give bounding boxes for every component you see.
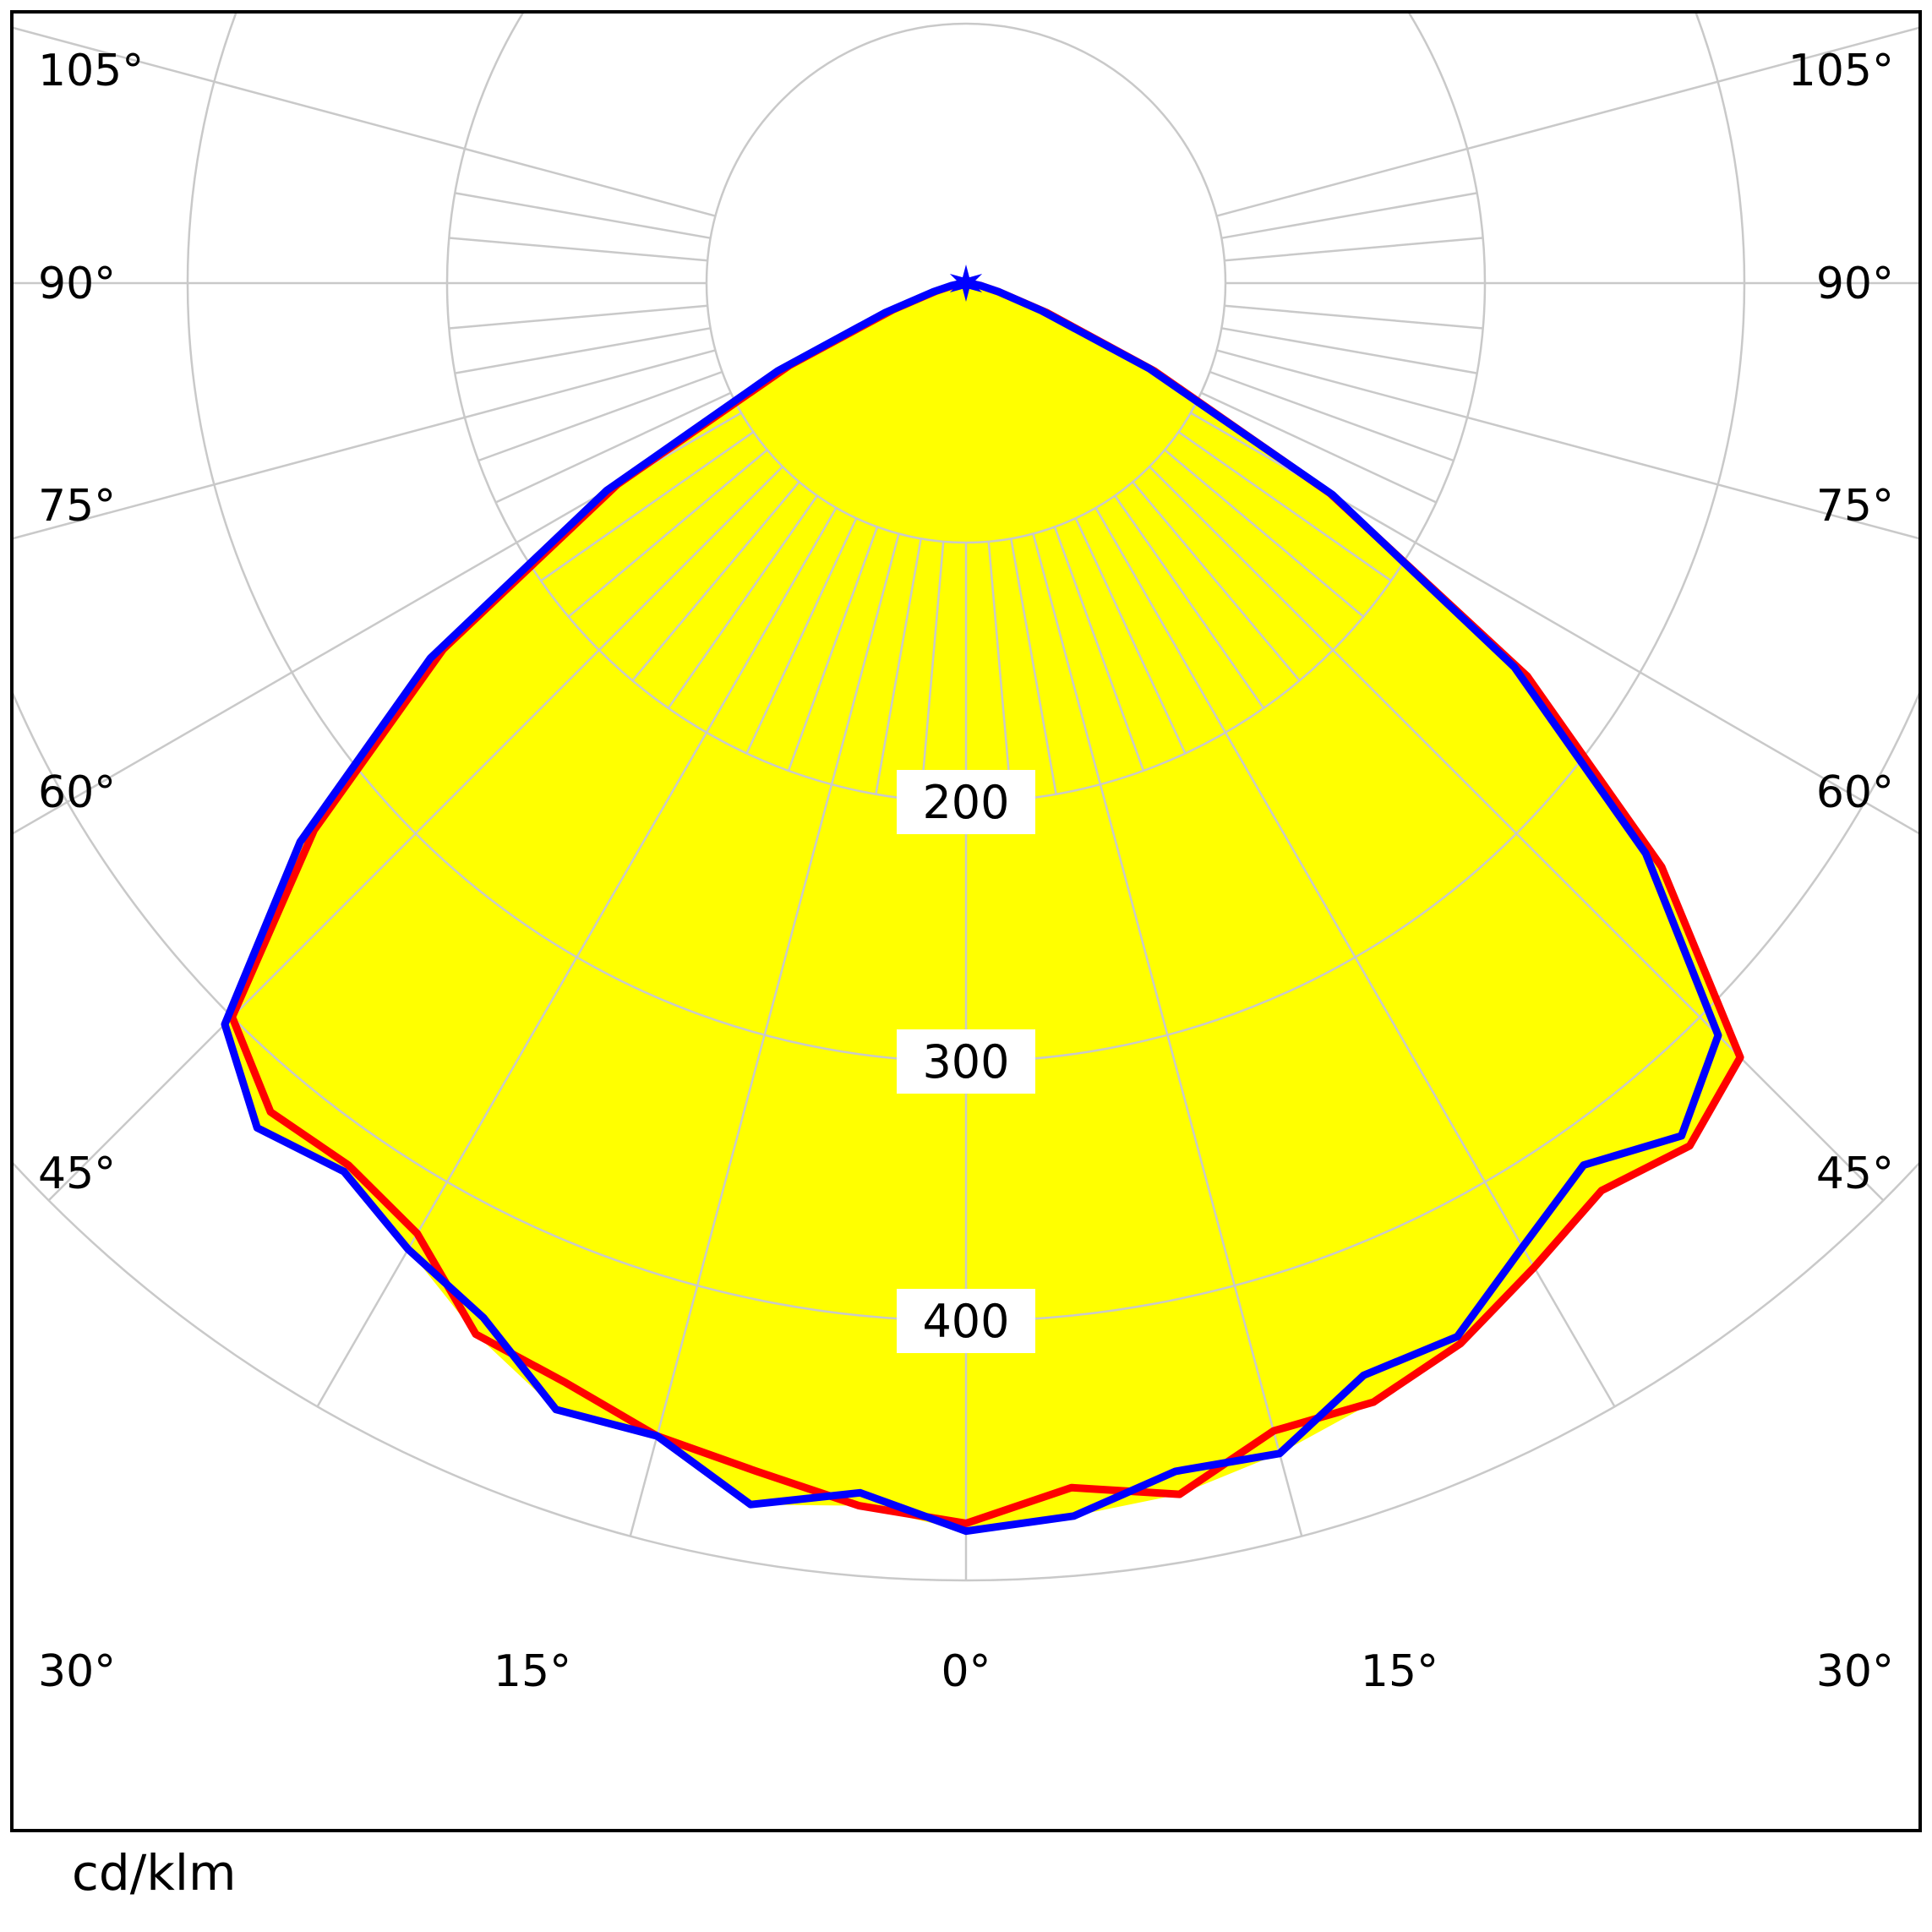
grid-spoke-minor: [455, 327, 711, 374]
grid-spoke-minor: [1221, 327, 1477, 374]
grid-spoke-minor: [920, 541, 945, 800]
grid-spoke-major: [1032, 533, 1303, 1537]
units-label: cd/klm: [72, 1844, 237, 1902]
grid-spoke-major: [316, 507, 838, 1407]
grid-spoke-minor: [455, 192, 711, 239]
grid-spoke-major: [14, 349, 716, 540]
grid-spoke-minor: [1132, 481, 1301, 682]
angle-tick-label: 15°: [494, 1646, 571, 1697]
grid-spoke-minor: [667, 494, 818, 709]
angle-tick-label: 60°: [38, 767, 116, 818]
angle-tick-label: 75°: [38, 481, 116, 532]
angle-tick-label: 30°: [38, 1646, 116, 1697]
grid-spoke-minor: [1221, 192, 1477, 239]
radial-label-halo: [897, 1029, 1035, 1094]
grid-spoke-minor: [1177, 431, 1392, 582]
grid-spoke-minor: [478, 370, 723, 462]
angle-tick-label: 105°: [1788, 46, 1894, 96]
radial-tick-label: 400: [922, 1295, 1009, 1348]
angle-tick-label: 45°: [1816, 1149, 1894, 1199]
grid-spoke-minor: [1224, 237, 1483, 262]
angle-tick-label: 90°: [1816, 259, 1894, 309]
grid-spoke-minor: [875, 538, 922, 794]
grid-spoke-minor: [631, 481, 800, 682]
grid-spoke-minor: [1224, 304, 1483, 330]
curve-c90-c270: [221, 279, 1722, 1536]
radial-label-halo: [897, 1289, 1035, 1353]
angle-tick-label: 30°: [1816, 1646, 1894, 1697]
grid-spoke-minor: [449, 237, 708, 262]
beam-fill: [225, 283, 1741, 1531]
grid-spoke-minor: [1200, 391, 1438, 504]
angle-tick-label: 90°: [38, 259, 116, 309]
grid-spoke-minor: [1209, 370, 1454, 462]
radial-tick-label: 200: [922, 776, 1009, 829]
pole-star-marker: [949, 265, 983, 302]
grid-spoke-minor: [1010, 538, 1057, 794]
grid-spoke-minor: [567, 449, 768, 618]
radial-tick-labels: 200 300 400: [897, 770, 1035, 1353]
angle-tick-labels: 105° 90° 75° 60° 45° 30° 15° 0° 15° 30° 45° 60° 75° 9…: [38, 46, 1894, 1697]
angle-tick-label: 75°: [1816, 481, 1894, 532]
angle-tick-label: 60°: [1816, 767, 1894, 818]
grid-spoke-major: [1216, 349, 1918, 540]
grid-spoke-minor: [1053, 527, 1145, 772]
grid-spoke-minor: [1164, 449, 1365, 618]
grid-spoke-minor: [449, 304, 708, 330]
grid-spoke-major: [14, 26, 716, 217]
grid-spoke-minor: [494, 391, 732, 504]
angle-tick-label: 45°: [38, 1149, 116, 1199]
angle-tick-label: 0°: [941, 1646, 991, 1697]
grid-spoke-major: [1216, 26, 1918, 217]
grid-spoke-minor: [745, 517, 858, 755]
grid-spoke-minor: [1074, 517, 1187, 755]
grid-spoke-minor: [787, 527, 879, 772]
grid-spoke-minor: [540, 431, 755, 582]
grid-spoke-major: [629, 533, 900, 1537]
grid-spoke-major: [14, 412, 742, 835]
grid-spoke-major: [1149, 466, 1885, 1202]
grid-spoke-major: [47, 466, 783, 1202]
grid-spoke-major: [1094, 507, 1616, 1407]
radial-label-halo: [897, 770, 1035, 834]
grid-spoke-minor: [987, 541, 1012, 800]
grid-spoke-minor: [1114, 494, 1265, 709]
chart-frame: [10, 10, 1922, 1832]
angle-tick-label: 15°: [1361, 1646, 1438, 1697]
radial-tick-label: 300: [922, 1035, 1009, 1089]
angle-tick-label: 105°: [38, 46, 144, 96]
